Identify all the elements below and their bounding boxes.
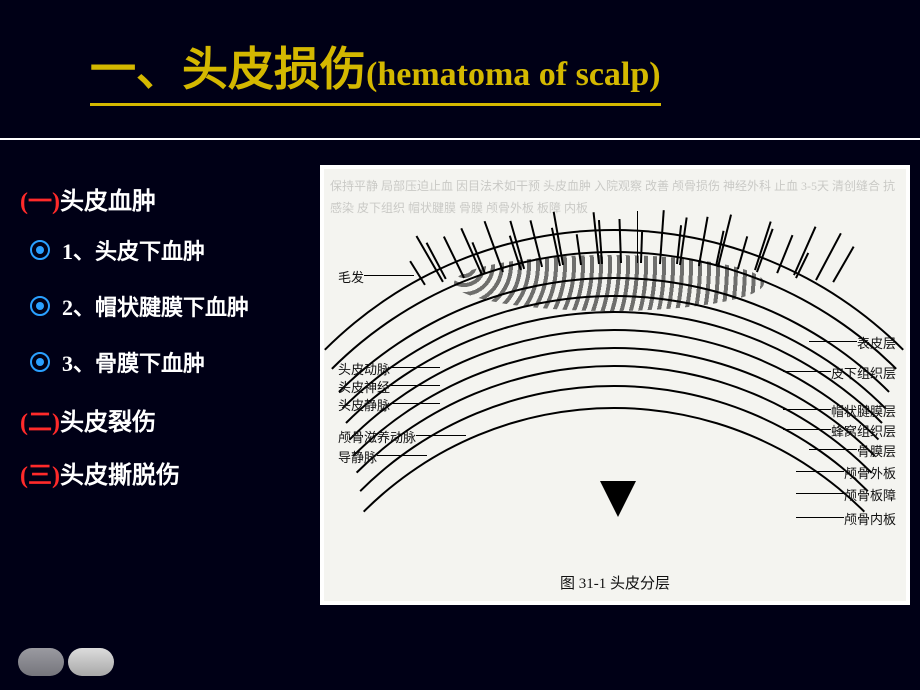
diagram-caption: 图 31-1 头皮分层: [324, 572, 906, 593]
diagram-lead: [783, 371, 831, 372]
bullet-1: 1、头皮下血肿: [20, 234, 320, 266]
diagram-label-left: 导静脉: [338, 447, 377, 466]
diagram-lead: [809, 449, 857, 450]
title-en: (hematoma of scalp): [366, 56, 661, 93]
diagram-blob: [454, 255, 764, 311]
bullet-1-text: 头皮下血肿: [95, 234, 205, 266]
diagram-lead: [796, 517, 844, 518]
diagram-lead: [416, 435, 466, 436]
section-3-num: (三): [20, 463, 60, 489]
diagram-label-right: 表皮层: [857, 333, 896, 352]
section-2-text: 头皮裂伤: [60, 410, 156, 436]
diagram-lead: [390, 403, 440, 404]
diagram-label-left: 毛发: [338, 267, 364, 286]
bullet-3-text: 骨膜下血肿: [95, 346, 205, 378]
bullet-1-num: 1、: [62, 234, 95, 266]
diagram-lead: [364, 275, 414, 276]
section-3-text: 头皮撕脱伤: [60, 463, 180, 489]
diagram-notch: [600, 481, 636, 517]
diagram-lead: [390, 367, 440, 368]
diagram-label-right: 颅骨外板: [844, 463, 896, 482]
section-1: (一)头皮血肿: [20, 181, 320, 216]
diagram-lead: [796, 493, 844, 494]
diagram-lead: [783, 409, 831, 410]
diagram-label-left: 头皮动脉: [338, 359, 390, 378]
bullet-3: 3、骨膜下血肿: [20, 346, 320, 378]
scalp-diagram: 保持平静 局部压迫止血 因目法术如干预 头皮血肿 入院观察 改善 颅骨损伤 神经…: [324, 169, 906, 601]
diagram-label-left: 头皮神经: [338, 377, 390, 396]
diagram-label-right: 皮下组织层: [831, 363, 896, 382]
diagram-label-right: 颅骨板障: [844, 485, 896, 504]
bullet-icon: [30, 352, 50, 372]
section-2: (二)头皮裂伤: [20, 402, 320, 437]
section-3: (三)头皮撕脱伤: [20, 455, 320, 490]
diagram-label-right: 骨膜层: [857, 441, 896, 460]
pager-next[interactable]: [68, 648, 114, 676]
content-area: (一)头皮血肿 1、头皮下血肿 2、帽状腱膜下血肿 3、骨膜下血肿 (二)头皮裂…: [0, 140, 920, 605]
diagram-label-right: 颅骨内板: [844, 509, 896, 528]
diagram-lead: [783, 429, 831, 430]
outline-column: (一)头皮血肿 1、头皮下血肿 2、帽状腱膜下血肿 3、骨膜下血肿 (二)头皮裂…: [20, 165, 320, 605]
bullet-2-num: 2、: [62, 290, 95, 322]
diagram-label-left: 颅骨滋养动脉: [338, 427, 416, 446]
bullet-icon: [30, 240, 50, 260]
bullet-2-text: 帽状腱膜下血肿: [95, 290, 249, 322]
title-cn: 一、头皮损伤: [90, 44, 366, 95]
bullet-icon: [30, 296, 50, 316]
pager: [18, 648, 114, 676]
diagram-label-left: 头皮静脉: [338, 395, 390, 414]
section-2-num: (二): [20, 410, 60, 436]
title-bar: 一、头皮损伤(hematoma of scalp): [0, 0, 920, 140]
pager-prev[interactable]: [18, 648, 64, 676]
bullet-3-num: 3、: [62, 346, 95, 378]
section-1-text: 头皮血肿: [60, 189, 156, 215]
diagram-label-right: 帽状腱膜层: [831, 401, 896, 420]
diagram-label-right: 蜂窝组织层: [831, 421, 896, 440]
diagram-lead: [796, 471, 844, 472]
diagram-lead: [809, 341, 857, 342]
diagram-lead: [390, 385, 440, 386]
diagram-lead: [377, 455, 427, 456]
title-underline: 一、头皮损伤(hematoma of scalp): [90, 33, 661, 106]
section-1-num: (一): [20, 189, 60, 215]
diagram-panel: 保持平静 局部压迫止血 因目法术如干预 头皮血肿 入院观察 改善 颅骨损伤 神经…: [320, 165, 910, 605]
bullet-2: 2、帽状腱膜下血肿: [20, 290, 320, 322]
